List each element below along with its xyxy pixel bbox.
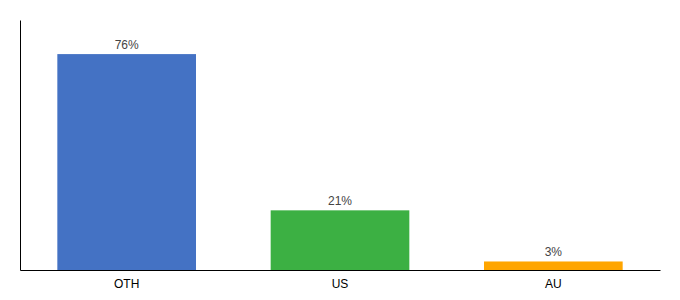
x-tick-label: AU xyxy=(545,277,562,291)
x-tick: OTH xyxy=(114,277,139,291)
chart-container: OTH US AU 76% 21% 3% xyxy=(0,0,680,300)
data-label: 76% xyxy=(115,38,139,52)
bar xyxy=(484,261,623,270)
plot: OTH US AU 76% 21% 3% xyxy=(21,21,661,291)
x-tick-label: US xyxy=(332,277,349,291)
x-tick: US xyxy=(332,277,349,291)
x-tick: AU xyxy=(545,277,562,291)
bar xyxy=(271,210,410,270)
x-axis-line xyxy=(21,270,661,271)
bars xyxy=(57,54,622,270)
chart-svg: OTH US AU 76% 21% 3% xyxy=(0,0,680,300)
x-tick-label: OTH xyxy=(114,277,139,291)
bar xyxy=(57,54,196,270)
data-label: 3% xyxy=(545,245,563,259)
y-axis-line xyxy=(20,21,21,271)
data-label: 21% xyxy=(328,194,352,208)
x-axis: OTH US AU xyxy=(21,271,661,291)
y-axis xyxy=(20,21,21,271)
data-labels: 76% 21% 3% xyxy=(115,38,563,259)
